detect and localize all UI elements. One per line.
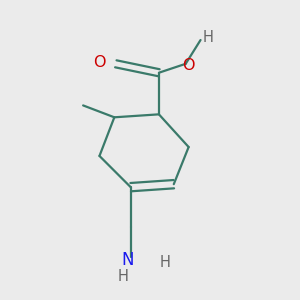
Text: N: N [122, 251, 134, 269]
Text: O: O [93, 55, 106, 70]
Text: O: O [182, 58, 195, 73]
Text: H: H [159, 255, 170, 270]
Text: H: H [202, 30, 213, 45]
Text: H: H [118, 269, 129, 284]
